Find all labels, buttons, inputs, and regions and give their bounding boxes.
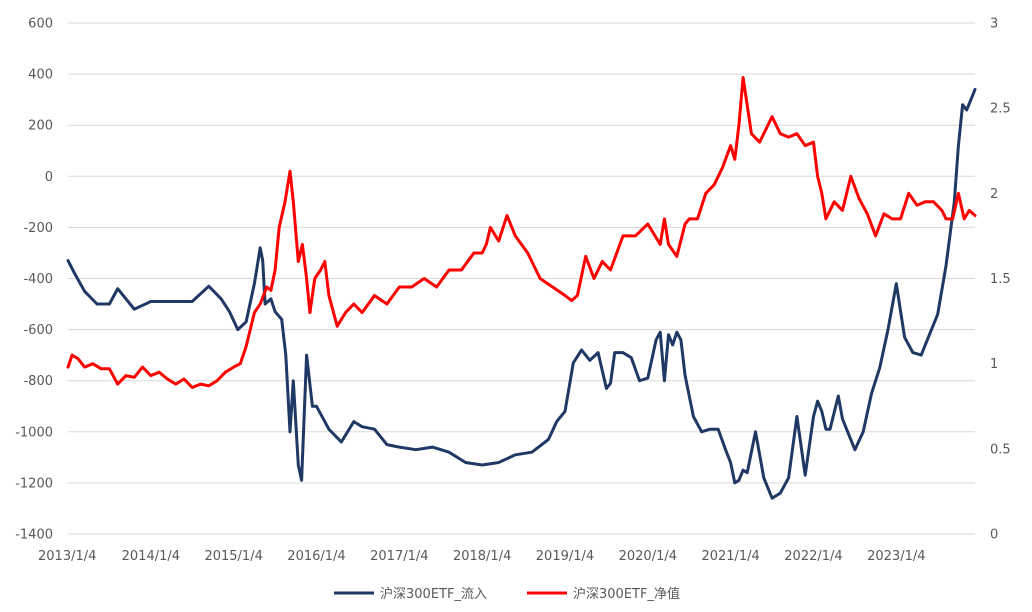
y-left-tick-label: -400 — [23, 272, 53, 287]
x-tick-label: 2020/1/4 — [619, 549, 677, 564]
x-tick-label: 2014/1/4 — [122, 549, 180, 564]
y-right-tick-label: 2 — [990, 187, 998, 202]
x-tick-label: 2023/1/4 — [867, 549, 925, 564]
y-left-tick-label: -1200 — [15, 476, 53, 491]
y-left-tick-label: 400 — [28, 68, 53, 83]
legend-label: 沪深300ETF_流入 — [380, 586, 487, 602]
y-left-tick-label: 200 — [28, 119, 53, 134]
series-line-1 — [66, 87, 977, 500]
x-tick-label: 2019/1/4 — [536, 549, 594, 564]
legend-label: 沪深300ETF_净值 — [573, 586, 680, 602]
y-right-tick-label: 1.5 — [990, 272, 1011, 287]
x-tick-label: 2018/1/4 — [453, 549, 511, 564]
x-tick-label: 2016/1/4 — [287, 549, 345, 564]
y-right-tick-label: 1 — [990, 357, 998, 372]
y-left-tick-label: 0 — [45, 170, 53, 185]
x-tick-label: 2022/1/4 — [784, 549, 842, 564]
y-right-tick-label: 0.5 — [990, 442, 1011, 457]
x-tick-label: 2013/1/4 — [38, 549, 96, 564]
y-left-tick-label: -600 — [23, 323, 53, 338]
x-tick-label: 2015/1/4 — [204, 549, 262, 564]
y-right-tick-label: 2.5 — [990, 102, 1011, 117]
y-left-tick-label: -1400 — [15, 528, 53, 543]
series-line-2 — [66, 76, 977, 389]
y-left-tick-label: 600 — [28, 17, 53, 32]
y-right-tick-label: 0 — [990, 528, 998, 543]
x-tick-label: 2017/1/4 — [370, 549, 428, 564]
y-left-tick-label: -800 — [23, 374, 53, 389]
y-right-tick-label: 3 — [990, 17, 998, 32]
y-left-tick-label: -200 — [23, 221, 53, 236]
y-left-tick-label: -1000 — [15, 425, 53, 440]
x-tick-label: 2021/1/4 — [701, 549, 759, 564]
